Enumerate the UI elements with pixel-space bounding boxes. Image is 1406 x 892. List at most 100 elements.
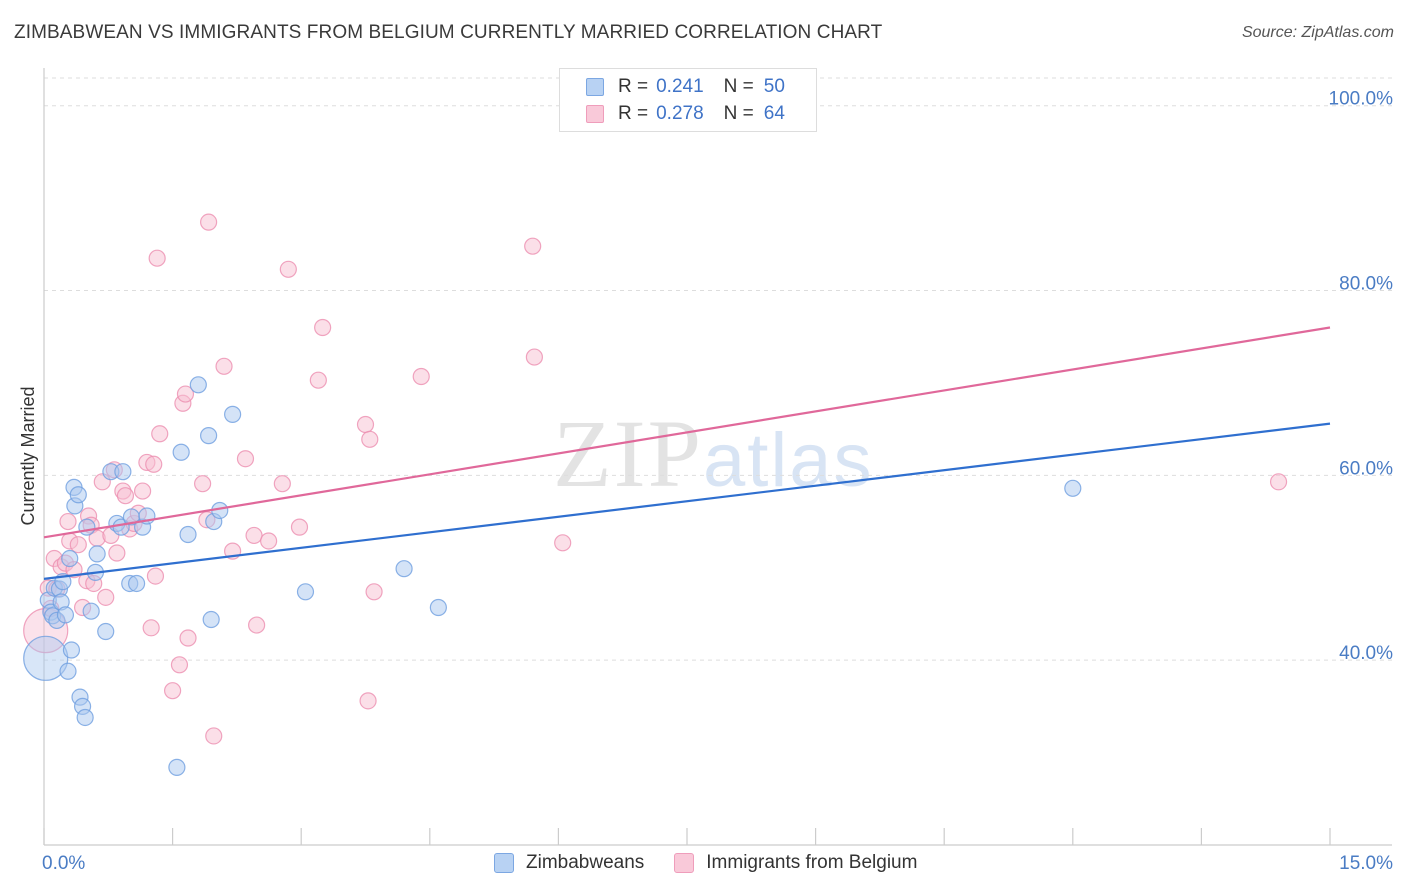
data-point [151,425,169,443]
series-label: Immigrants from Belgium [706,852,918,873]
series-swatch-blue [494,853,514,873]
data-point [170,656,189,674]
y-tick-label: 100.0% [1329,89,1394,110]
y-tick-label: 40.0% [1339,643,1393,664]
chart-title: ZIMBABWEAN VS IMMIGRANTS FROM BELGIUM CU… [14,22,883,43]
data-point [133,482,152,500]
data-point [296,583,315,601]
legend-r-label: R = [618,103,649,124]
data-point [176,385,195,403]
belgium-points [23,213,1288,745]
data-point [179,525,197,544]
legend-n-value: 64 [763,103,785,124]
data-point [524,237,542,255]
y-axis-title: Currently Married [18,386,38,525]
data-point [148,249,166,267]
watermark: ZIPatlas [553,398,874,509]
data-point [164,682,182,700]
data-point [56,606,75,624]
data-point [245,526,263,545]
data-point [359,692,377,710]
legend-n-label: N = [723,76,754,97]
legend-r-label: R = [618,76,649,97]
data-point [114,463,132,481]
data-point [23,635,69,681]
data-point [429,598,447,617]
series-legend-belgium: Immigrants from Belgium [674,852,917,874]
data-point [168,758,186,776]
y-tick-label: 80.0% [1339,274,1393,295]
data-point [202,610,220,629]
data-point [82,602,100,620]
data-point [194,475,212,493]
legend-row-zimbabweans: R = 0.241 N = 50 [586,74,785,100]
data-point [127,574,146,593]
trend-line-zimbabweans [43,422,1331,580]
data-point [88,545,106,563]
data-point [365,583,383,601]
data-point [1269,473,1288,491]
data-point [361,430,379,448]
data-point [189,376,207,394]
x-tick-label: 0.0% [42,853,85,874]
data-point [236,450,255,468]
data-point [97,622,115,641]
tick-labels: 40.0% 60.0% 80.0% 100.0% 0.0% 15.0% [42,89,1393,874]
data-point [290,518,309,536]
legend-r-value: 0.278 [656,103,704,124]
data-point [61,549,79,568]
data-point [59,512,77,531]
data-point [525,348,543,366]
trend-lines [43,326,1331,580]
zimbabwean-points [23,376,1082,776]
data-point [205,727,223,745]
data-point [224,405,242,423]
trend-line-belgium [43,326,1331,539]
legend-row-belgium: R = 0.278 N = 64 [586,101,785,127]
data-point [97,588,115,606]
data-point [215,357,233,375]
data-point [309,371,327,389]
y-tick-label: 60.0% [1339,458,1393,479]
data-point [273,475,291,493]
series-legend: Zimbabweans Immigrants from Belgium [494,852,947,874]
data-point [62,641,81,659]
data-point [142,619,160,637]
data-point [76,708,94,727]
legend-swatch-pink [586,105,604,123]
series-legend-zimbabweans: Zimbabweans [494,852,644,874]
data-point [116,487,135,505]
source-label: Source: ZipAtlas.com [1241,24,1394,41]
data-point [145,455,163,473]
series-swatch-pink [674,853,695,873]
data-point [78,518,96,536]
correlation-legend: R = 0.241 N = 50 R = 0.278 N = 64 [559,68,817,132]
data-point [108,544,126,562]
watermark-zip: ZIP [553,400,703,507]
data-point [260,532,278,550]
data-point [146,567,165,585]
legend-n-label: N = [723,103,754,124]
legend-swatch-blue [586,78,604,96]
data-point [1064,479,1082,497]
series-label: Zimbabweans [526,852,645,873]
data-point [172,443,190,461]
axes [43,68,1392,846]
data-point [395,560,413,578]
data-point [179,629,197,647]
data-point [412,367,430,386]
data-point [200,213,218,231]
data-point [69,486,87,504]
data-point [554,534,572,552]
legend-r-value: 0.241 [656,76,704,97]
data-point [356,415,375,434]
data-point [248,616,266,634]
data-point [314,318,332,337]
gridlines [44,77,1392,661]
data-point [59,662,77,680]
x-tick-label: 15.0% [1339,853,1393,874]
legend-n-value: 50 [763,76,785,97]
data-point [69,536,87,554]
data-point [279,260,297,278]
